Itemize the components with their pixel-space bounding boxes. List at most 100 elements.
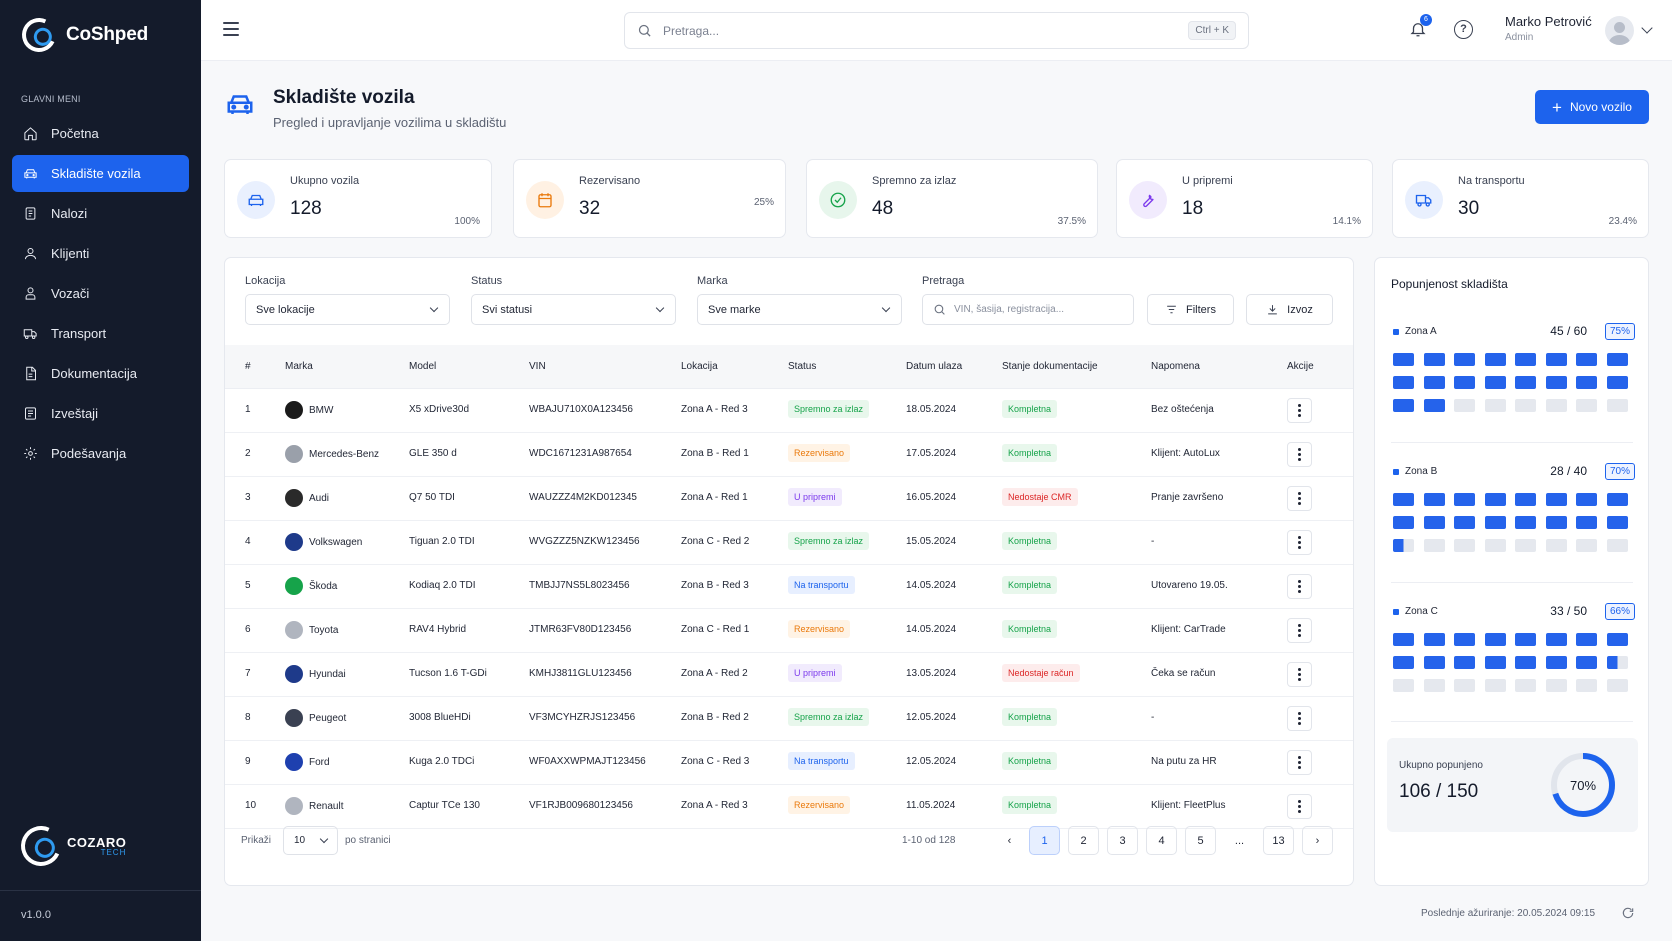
- column-header: Napomena: [1151, 361, 1200, 372]
- note-cell: -: [1151, 536, 1155, 547]
- page-button[interactable]: 2: [1068, 826, 1099, 855]
- column-header: VIN: [529, 361, 546, 372]
- sidebar-item-transport[interactable]: Transport: [12, 315, 189, 352]
- model-cell: Kuga 2.0 TDCi: [409, 756, 475, 767]
- row-actions-button[interactable]: [1287, 662, 1312, 687]
- sidebar-item-pocetna[interactable]: Početna: [12, 115, 189, 152]
- docs-badge: Kompletna: [1002, 796, 1058, 814]
- cozaro-logo-icon: [15, 820, 67, 872]
- table-row[interactable]: 4 Volkswagen Tiguan 2.0 TDI WVGZZZ5NZKW1234…: [225, 521, 1353, 565]
- company-name: COZARO: [67, 834, 127, 850]
- table-row[interactable]: 8 Peugeot 3008 BlueHDi VF3MCYHZRJS123456 Zon…: [225, 697, 1353, 741]
- home-icon: [24, 127, 37, 141]
- page-button[interactable]: 1: [1029, 826, 1060, 855]
- row-actions-button[interactable]: [1287, 706, 1312, 731]
- help-icon[interactable]: ?: [1454, 20, 1473, 39]
- vin-cell: WF0AXXWPMAJT123456: [529, 756, 646, 767]
- brand-logo-icon: [285, 489, 303, 507]
- brand-name: Peugeot: [309, 712, 347, 724]
- page-button[interactable]: 13: [1263, 826, 1294, 855]
- brand-cell: Renault: [285, 797, 343, 815]
- row-actions-button[interactable]: [1287, 398, 1312, 423]
- location-cell: Zona A - Red 3: [681, 800, 748, 811]
- column-header: Marka: [285, 361, 313, 372]
- brand-name: Renault: [309, 800, 344, 812]
- chevron-down-icon[interactable]: [1641, 22, 1653, 34]
- page-title: Skladište vozila: [273, 87, 415, 108]
- new-vehicle-button[interactable]: + Novo vozilo: [1535, 90, 1649, 124]
- table-row[interactable]: 9 Ford Kuga 2.0 TDCi WF0AXXWPMAJT123456 Zona…: [225, 741, 1353, 785]
- note-cell: Klijent: FleetPlus: [1151, 800, 1226, 811]
- sidebar-item-podesavanja[interactable]: Podešavanja: [12, 435, 189, 472]
- prev-page-button[interactable]: ‹: [994, 826, 1025, 855]
- docs-badge: Kompletna: [1002, 620, 1058, 638]
- user-menu[interactable]: Marko Petrović Admin: [1505, 14, 1592, 43]
- sidebar-item-dokumentacija[interactable]: Dokumentacija: [12, 355, 189, 392]
- zone-card: Zona B 28 / 40 70%: [1393, 463, 1635, 552]
- page-button[interactable]: 4: [1146, 826, 1177, 855]
- avatar[interactable]: [1605, 16, 1634, 45]
- row-actions-button[interactable]: [1287, 574, 1312, 599]
- brand-select[interactable]: Sve marke: [697, 294, 902, 325]
- zone-slot: [1545, 493, 1567, 506]
- sidebar-item-nalozi[interactable]: Nalozi: [12, 195, 189, 232]
- table-row[interactable]: 5 Škoda Kodiaq 2.0 TDI TMBJJ7NS5L8023456 Zon…: [225, 565, 1353, 609]
- page-button[interactable]: 3: [1107, 826, 1138, 855]
- zone-slot: [1423, 633, 1445, 646]
- model-cell: 3008 BlueHDi: [409, 712, 471, 723]
- per-page-select[interactable]: 10: [283, 826, 338, 855]
- export-button-label: Izvoz: [1287, 303, 1313, 316]
- calendar-icon: [526, 181, 564, 219]
- next-page-button[interactable]: ›: [1302, 826, 1333, 855]
- table-row[interactable]: 1 BMW X5 xDrive30d WBAJU710X0A123456 Zona A …: [225, 389, 1353, 433]
- row-actions-button[interactable]: [1287, 486, 1312, 511]
- row-actions-button[interactable]: [1287, 442, 1312, 467]
- sidebar-item-skladiste[interactable]: Skladište vozila: [12, 155, 189, 192]
- divider: [1391, 442, 1633, 443]
- row-actions-button[interactable]: [1287, 530, 1312, 555]
- location-select[interactable]: Sve lokacije: [245, 294, 450, 325]
- zone-slot: [1606, 376, 1628, 389]
- global-search-input[interactable]: Pretraga... Ctrl + K: [624, 12, 1249, 49]
- sidebar-item-vozaci[interactable]: Vozači: [12, 275, 189, 312]
- zone-slot: [1423, 656, 1445, 669]
- search-filter-label: Pretraga: [922, 275, 965, 287]
- divider: [1391, 582, 1633, 583]
- table-row[interactable]: 3 Audi Q7 50 TDI WAUZZZ4M2KD012345 Zona A - …: [225, 477, 1353, 521]
- brand-cell: Mercedes-Benz: [285, 445, 379, 463]
- menu-toggle-icon[interactable]: [223, 22, 239, 36]
- zone-slot: [1545, 679, 1567, 692]
- zone-slot: [1576, 493, 1597, 506]
- zone-slot: [1393, 679, 1414, 692]
- row-actions-button[interactable]: [1287, 750, 1312, 775]
- zone-slot: [1423, 353, 1445, 366]
- export-button[interactable]: Izvoz: [1246, 294, 1333, 325]
- row-number: 2: [245, 448, 251, 459]
- table-row[interactable]: 2 Mercedes-Benz GLE 350 d WDC1671231A987654…: [225, 433, 1353, 477]
- sidebar-item-izvestaji[interactable]: Izveštaji: [12, 395, 189, 432]
- page-subtitle: Pregled i upravljanje vozilima u skladiš…: [273, 115, 507, 130]
- status-select[interactable]: Svi statusi: [471, 294, 676, 325]
- row-actions-button[interactable]: [1287, 794, 1312, 819]
- brand[interactable]: CoShped: [17, 13, 148, 57]
- sidebar-item-label: Izveštaji: [51, 406, 98, 421]
- status-badge: Spremno za izlaz: [788, 708, 870, 726]
- stat-card-total: Ukupno vozila 128 100%: [224, 159, 492, 238]
- notifications-button[interactable]: 6: [1409, 14, 1432, 43]
- zone-slot: [1606, 353, 1628, 366]
- filters-button[interactable]: Filters: [1147, 294, 1234, 325]
- vin-cell: KMHJ3811GLU123456: [529, 668, 632, 679]
- location-cell: Zona A - Red 1: [681, 492, 748, 503]
- refresh-button[interactable]: [1621, 906, 1635, 920]
- stat-card-transport: Na transportu 30 23.4%: [1392, 159, 1649, 238]
- row-number: 4: [245, 536, 251, 547]
- table-search-input[interactable]: VIN, šasija, registracija...: [922, 294, 1134, 325]
- table-row[interactable]: 10 Renault Captur TCe 130 VF1RJB00968012345…: [225, 785, 1353, 829]
- table-row[interactable]: 7 Hyundai Tucson 1.6 T-GDi KMHJ3811GLU12345…: [225, 653, 1353, 697]
- page-button[interactable]: 5: [1185, 826, 1216, 855]
- table-row[interactable]: 6 Toyota RAV4 Hybrid JTMR63FV80D123456 Zona …: [225, 609, 1353, 653]
- sidebar-item-klijenti[interactable]: Klijenti: [12, 235, 189, 272]
- sidebar-divider: [0, 890, 201, 891]
- row-actions-button[interactable]: [1287, 618, 1312, 643]
- zone-slot: [1454, 679, 1475, 692]
